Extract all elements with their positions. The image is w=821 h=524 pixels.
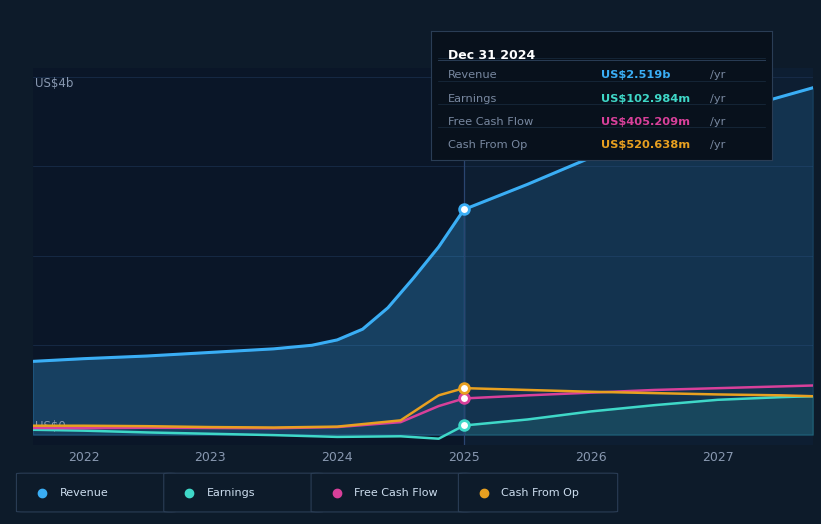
Text: US$0: US$0 bbox=[35, 420, 67, 433]
FancyBboxPatch shape bbox=[16, 473, 176, 512]
Text: Earnings: Earnings bbox=[207, 487, 255, 498]
Bar bbox=[464, 68, 813, 445]
Text: Earnings: Earnings bbox=[448, 94, 498, 104]
Text: US$4b: US$4b bbox=[35, 77, 74, 90]
Text: Analysts Forecasts: Analysts Forecasts bbox=[471, 84, 581, 97]
FancyBboxPatch shape bbox=[163, 473, 323, 512]
Text: US$520.638m: US$520.638m bbox=[601, 140, 690, 150]
Text: Revenue: Revenue bbox=[448, 70, 498, 81]
Text: Cash From Op: Cash From Op bbox=[502, 487, 580, 498]
Text: US$2.519b: US$2.519b bbox=[601, 70, 671, 81]
Text: Free Cash Flow: Free Cash Flow bbox=[448, 117, 534, 127]
Text: US$405.209m: US$405.209m bbox=[601, 117, 690, 127]
Text: Free Cash Flow: Free Cash Flow bbox=[354, 487, 438, 498]
Text: /yr: /yr bbox=[710, 70, 726, 81]
Text: Revenue: Revenue bbox=[59, 487, 108, 498]
Text: Past: Past bbox=[431, 84, 461, 97]
Text: /yr: /yr bbox=[710, 140, 726, 150]
Text: /yr: /yr bbox=[710, 94, 726, 104]
Text: US$102.984m: US$102.984m bbox=[601, 94, 690, 104]
FancyBboxPatch shape bbox=[311, 473, 470, 512]
Text: Dec 31 2024: Dec 31 2024 bbox=[448, 49, 535, 62]
FancyBboxPatch shape bbox=[458, 473, 617, 512]
Text: /yr: /yr bbox=[710, 117, 726, 127]
Bar bbox=[33, 68, 464, 445]
Text: Cash From Op: Cash From Op bbox=[448, 140, 527, 150]
